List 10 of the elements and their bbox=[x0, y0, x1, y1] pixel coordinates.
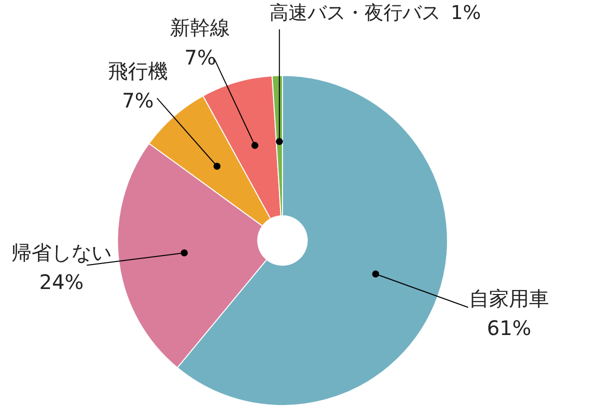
slice-label: 新幹線 bbox=[170, 16, 230, 40]
data-label: 7% bbox=[184, 45, 216, 70]
data-label: 1% bbox=[450, 2, 481, 24]
slice-label: 高速バス・夜行バス bbox=[269, 2, 440, 24]
slice-label: 飛行機 bbox=[108, 58, 168, 83]
slice-label: 帰省しない bbox=[11, 240, 112, 265]
slice-label: 自家用車 bbox=[469, 286, 550, 310]
data-label: 7% bbox=[122, 88, 154, 113]
data-label: 61% bbox=[486, 316, 532, 340]
data-label: 24% bbox=[39, 270, 84, 294]
